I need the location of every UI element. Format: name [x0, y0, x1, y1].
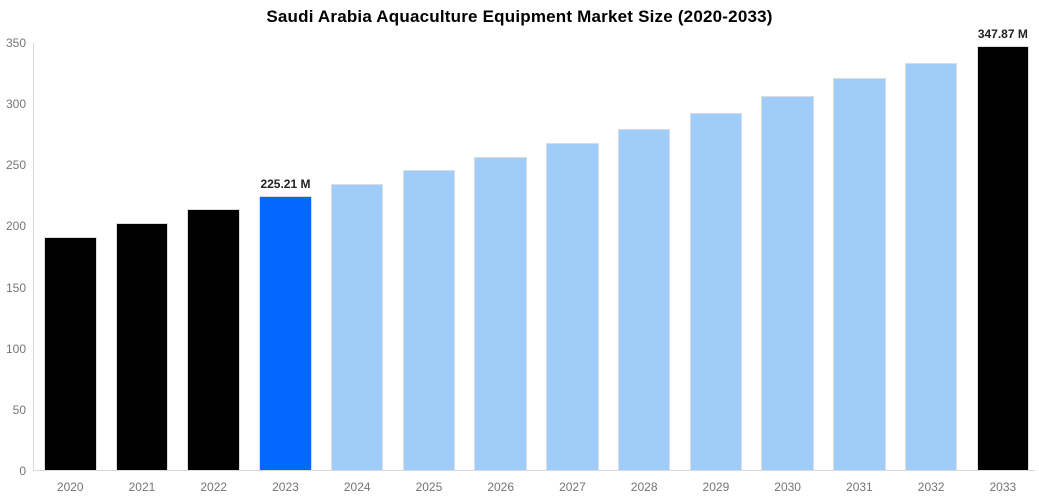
x-label-2033: 2033	[989, 480, 1017, 494]
y-tick-0: 0	[19, 464, 26, 478]
y-tick-50: 50	[12, 402, 26, 417]
x-label-2023: 2023	[272, 480, 299, 494]
bar-2031[interactable]	[833, 78, 886, 471]
bar-2033[interactable]	[976, 45, 1030, 471]
bar-2024[interactable]	[330, 183, 384, 471]
bar-2028[interactable]	[617, 128, 671, 471]
x-label-2020: 2020	[56, 480, 84, 494]
x-label-2026: 2026	[487, 480, 515, 494]
y-tick-100: 100	[5, 341, 26, 356]
bar-2020[interactable]	[44, 237, 97, 471]
x-label-2032: 2032	[917, 480, 945, 494]
x-label-2029: 2029	[702, 480, 730, 494]
x-label-2027: 2027	[559, 480, 586, 494]
x-label-2031: 2031	[846, 480, 873, 494]
x-label-2028: 2028	[630, 480, 658, 494]
bar-2027[interactable]	[546, 143, 599, 471]
bar-2032[interactable]	[904, 62, 958, 471]
y-tick-300: 300	[5, 97, 26, 112]
bar-2026[interactable]	[474, 156, 527, 471]
y-tick-200: 200	[5, 219, 26, 234]
x-label-2030: 2030	[774, 480, 801, 494]
y-axis-line	[33, 43, 34, 471]
value-label-2023: 225.21 M	[260, 176, 311, 191]
bar-2025[interactable]	[402, 170, 456, 471]
y-tick-350: 350	[5, 36, 26, 50]
y-tick-150: 150	[5, 280, 26, 295]
y-tick-250: 250	[5, 158, 26, 173]
x-label-2024: 2024	[343, 480, 371, 494]
bar-2022[interactable]	[187, 209, 240, 471]
bar-2023[interactable]	[259, 195, 312, 471]
x-label-2025: 2025	[415, 480, 443, 494]
chart-title: Saudi Arabia Aquaculture Equipment Marke…	[266, 7, 773, 26]
value-label-2033: 347.87 M	[977, 26, 1028, 41]
bar-2021[interactable]	[115, 222, 169, 471]
x-axis-baseline	[33, 470, 1035, 471]
x-label-2021: 2021	[128, 480, 156, 494]
x-label-2022: 2022	[200, 480, 228, 494]
bar-2029[interactable]	[689, 112, 743, 471]
bar-2030[interactable]	[761, 95, 814, 471]
